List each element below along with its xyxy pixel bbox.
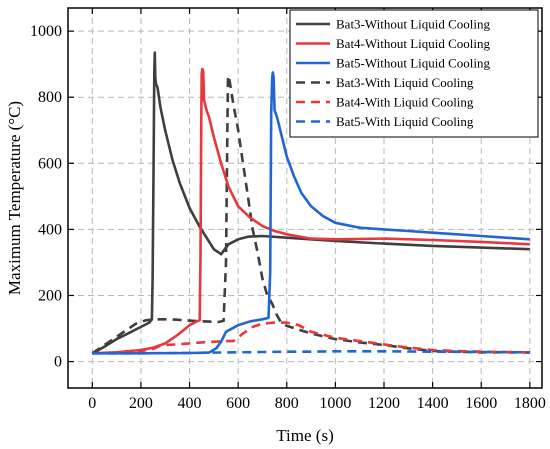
x-tick-label: 200 <box>129 395 153 412</box>
x-tick-label: 600 <box>226 395 250 412</box>
x-axis-label: Time (s) <box>276 426 333 445</box>
x-tick-label: 1600 <box>465 395 497 412</box>
y-axis-label: Maximum Temperature (°C) <box>5 101 24 295</box>
legend-label: Bat4-With Liquid Cooling <box>336 95 474 110</box>
y-tick-label: 400 <box>38 221 62 238</box>
legend-label: Bat5-Without Liquid Cooling <box>336 56 491 71</box>
axis-ticks: 0 200 400 600 800 1000 1200 1400 1600 1800 0 200 400… <box>30 8 546 412</box>
y-tick-label: 600 <box>38 155 62 172</box>
legend-label: Bat3-Without Liquid Cooling <box>336 17 491 32</box>
plot-frame <box>67 7 543 389</box>
x-tick-label: 1200 <box>368 395 400 412</box>
legend-box <box>289 9 539 138</box>
series-layer <box>91 51 530 355</box>
x-tick-label: 1000 <box>319 395 351 412</box>
y-tick-label: 1000 <box>30 23 62 40</box>
y-tick-label: 200 <box>38 287 62 304</box>
x-tick-label: 1400 <box>417 395 449 412</box>
y-tick-label: 0 <box>54 354 62 371</box>
legend-label: Bat5-With Liquid Cooling <box>336 114 474 129</box>
legend-label: Bat3-With Liquid Cooling <box>336 75 474 90</box>
legend: Bat3-Without Liquid Cooling Bat4-Without … <box>289 9 539 138</box>
x-tick-label: 800 <box>275 395 299 412</box>
x-tick-label: 1800 <box>514 395 546 412</box>
legend-label: Bat4-Without Liquid Cooling <box>336 36 491 51</box>
series-line-3 <box>92 71 530 355</box>
x-tick-label: 0 <box>88 395 96 412</box>
series-line-5 <box>92 321 530 355</box>
series-line-2 <box>92 67 530 355</box>
series-line-4 <box>91 74 530 355</box>
y-tick-label: 800 <box>38 89 62 106</box>
x-tick-label: 400 <box>178 395 202 412</box>
